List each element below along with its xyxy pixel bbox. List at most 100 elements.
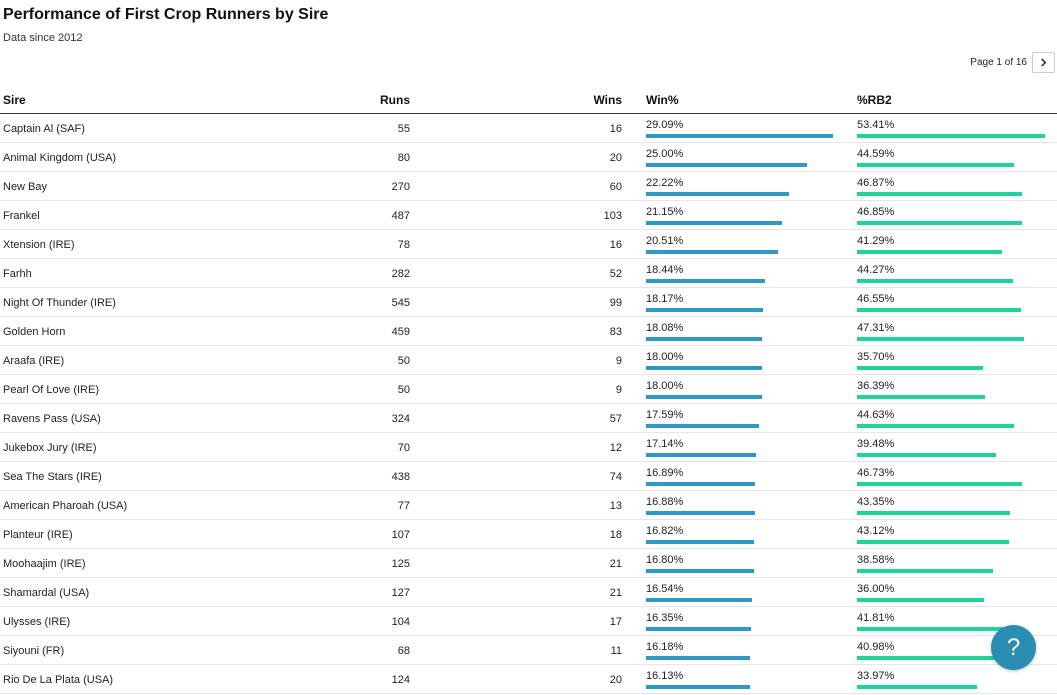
win-pct-bar	[646, 250, 778, 254]
rb2-pct-bar	[857, 540, 1009, 544]
table-row: Xtension (IRE) 78 16 20.51% 41.29%	[0, 230, 1057, 259]
sire-name: American Pharoah (USA)	[3, 500, 128, 512]
table-row: Jukebox Jury (IRE) 70 12 17.14% 39.48%	[0, 433, 1057, 462]
rb2-pct-bar	[857, 569, 993, 573]
win-pct-label: 18.00%	[646, 351, 684, 363]
sire-name: Moohaajim (IRE)	[3, 558, 86, 570]
sire-name: Golden Horn	[3, 326, 66, 338]
rb2-pct-bar	[857, 134, 1045, 138]
sire-name: Pearl Of Love (IRE)	[3, 384, 99, 396]
column-header-runs[interactable]: Runs	[380, 93, 410, 107]
rb2-pct-bar	[857, 395, 986, 399]
win-pct-bar	[646, 540, 755, 544]
table-row: Moohaajim (IRE) 125 21 16.80% 38.58%	[0, 549, 1057, 578]
rb2-pct-bar	[857, 279, 1013, 283]
sire-name: Farhh	[3, 268, 32, 280]
win-pct-bar	[646, 366, 762, 370]
table-body: Captain Al (SAF) 55 16 29.09% 53.41% Animal K…	[0, 114, 1057, 694]
rb2-pct-label: 46.73%	[857, 467, 895, 479]
table-row: Animal Kingdom (USA) 80 20 25.00% 44.59%	[0, 143, 1057, 172]
win-pct-bar	[646, 424, 760, 428]
win-pct-label: 17.14%	[646, 438, 684, 450]
rb2-pct-label: 46.85%	[857, 206, 895, 218]
win-pct-label: 16.13%	[646, 670, 684, 682]
table-row: Shamardal (USA) 127 21 16.54% 36.00%	[0, 578, 1057, 607]
sire-name: Frankel	[3, 210, 40, 222]
next-page-button[interactable]	[1032, 52, 1055, 73]
win-pct-label: 18.17%	[646, 293, 684, 305]
help-icon: ?	[1006, 633, 1021, 661]
rb2-pct-bar	[857, 250, 1003, 254]
column-header-rb2-pct[interactable]: %RB2	[857, 93, 892, 107]
runs-value: 77	[397, 500, 410, 512]
runs-value: 459	[391, 326, 410, 338]
rb2-pct-label: 53.41%	[857, 119, 895, 131]
win-pct-label: 17.59%	[646, 409, 684, 421]
wins-value: 16	[609, 123, 622, 135]
wins-value: 60	[609, 181, 622, 193]
rb2-pct-bar	[857, 337, 1024, 341]
win-pct-label: 22.22%	[646, 177, 684, 189]
rb2-pct-bar	[857, 221, 1022, 225]
win-pct-label: 16.88%	[646, 496, 684, 508]
page-title: Performance of First Crop Runners by Sir…	[3, 6, 329, 23]
win-pct-bar	[646, 395, 762, 399]
rb2-pct-label: 33.97%	[857, 670, 895, 682]
runs-value: 68	[397, 645, 410, 657]
wins-value: 83	[609, 326, 622, 338]
wins-value: 9	[615, 355, 622, 367]
wins-value: 13	[609, 500, 622, 512]
sire-name: Sea The Stars (IRE)	[3, 471, 102, 483]
rb2-pct-label: 41.29%	[857, 235, 895, 247]
wins-value: 57	[609, 413, 622, 425]
runs-value: 107	[391, 529, 410, 541]
sire-name: Araafa (IRE)	[3, 355, 65, 367]
column-header-win-pct[interactable]: Win%	[646, 93, 679, 107]
rb2-pct-bar	[857, 163, 1014, 167]
wins-value: 21	[609, 558, 622, 570]
sire-name: Planteur (IRE)	[3, 529, 73, 541]
table-row: Ravens Pass (USA) 324 57 17.59% 44.63%	[0, 404, 1057, 433]
sire-name: Rio De La Plata (USA)	[3, 674, 114, 686]
runs-value: 124	[391, 674, 410, 686]
sire-name: Ulysses (IRE)	[3, 616, 71, 628]
runs-value: 50	[397, 355, 410, 367]
pagination: Page 1 of 16	[970, 52, 1055, 73]
wins-value: 11	[610, 645, 622, 657]
rb2-pct-bar	[857, 192, 1022, 196]
table-row: Frankel 487 103 21.15% 46.85%	[0, 201, 1057, 230]
rb2-pct-label: 43.35%	[857, 496, 895, 508]
win-pct-bar	[646, 453, 757, 457]
page-subtitle: Data since 2012	[3, 32, 83, 44]
rb2-pct-bar	[857, 424, 1015, 428]
help-button[interactable]: ?	[991, 625, 1036, 670]
win-pct-label: 18.00%	[646, 380, 684, 392]
sire-name: Night Of Thunder (IRE)	[3, 297, 116, 309]
table-row: Farhh 282 52 18.44% 44.27%	[0, 259, 1057, 288]
win-pct-label: 25.00%	[646, 148, 684, 160]
win-pct-bar	[646, 598, 753, 602]
wins-value: 12	[609, 442, 622, 454]
rb2-pct-bar	[857, 685, 977, 689]
table-row: Sea The Stars (IRE) 438 74 16.89% 46.73%	[0, 462, 1057, 491]
rb2-pct-label: 44.27%	[857, 264, 895, 276]
column-header-sire[interactable]: Sire	[3, 93, 26, 107]
wins-value: 20	[609, 152, 622, 164]
win-pct-bar	[646, 685, 750, 689]
wins-value: 103	[603, 210, 622, 222]
rb2-pct-bar	[857, 627, 1005, 631]
rb2-pct-bar	[857, 511, 1010, 515]
table-row: Planteur (IRE) 107 18 16.82% 43.12%	[0, 520, 1057, 549]
runs-value: 50	[397, 384, 410, 396]
column-header-wins[interactable]: Wins	[593, 93, 622, 107]
win-pct-bar	[646, 656, 750, 660]
win-pct-label: 18.08%	[646, 322, 684, 334]
wins-value: 16	[609, 239, 622, 251]
table-row: Captain Al (SAF) 55 16 29.09% 53.41%	[0, 114, 1057, 143]
table-header: Sire Runs Wins Win% %RB2	[0, 85, 1057, 114]
win-pct-bar	[646, 627, 752, 631]
runs-value: 125	[391, 558, 410, 570]
rb2-pct-bar	[857, 453, 996, 457]
table-row: New Bay 270 60 22.22% 46.87%	[0, 172, 1057, 201]
sire-name: Jukebox Jury (IRE)	[3, 442, 97, 454]
